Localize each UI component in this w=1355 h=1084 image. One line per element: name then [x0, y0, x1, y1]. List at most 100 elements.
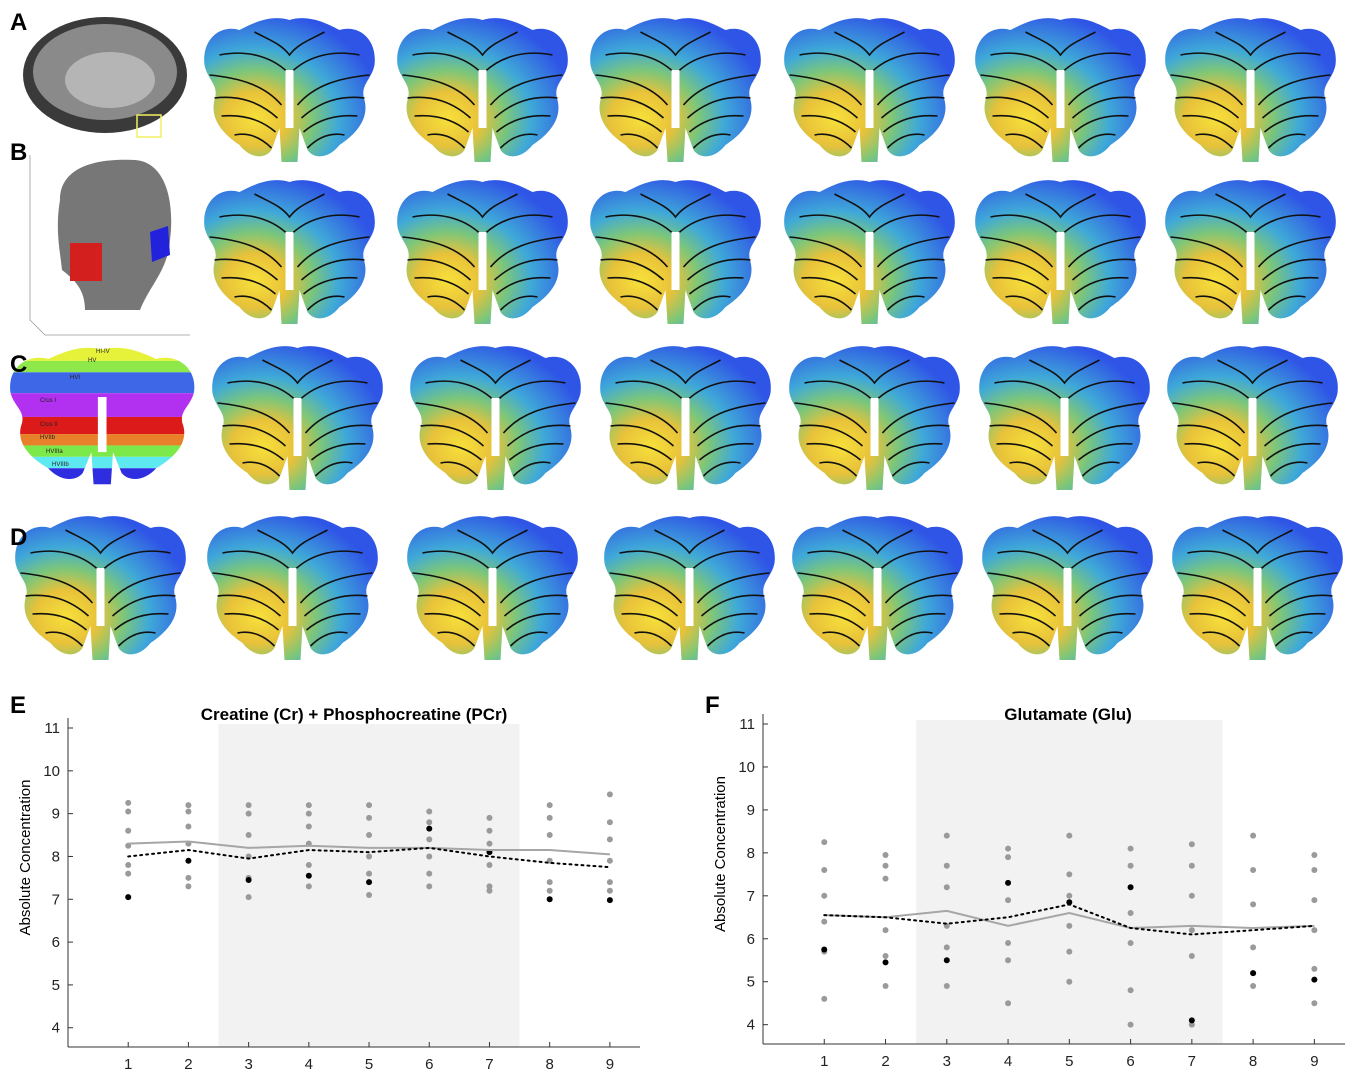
data-point [366, 879, 372, 885]
data-point [821, 867, 827, 873]
x-tick-label: 8 [546, 1056, 554, 1073]
head-model [30, 155, 190, 335]
data-point [1005, 854, 1011, 860]
data-point [486, 888, 492, 894]
data-point [1005, 1000, 1011, 1006]
y-tick-label: 6 [52, 934, 60, 951]
x-tick-label: 4 [305, 1056, 313, 1073]
region-label: Crus I [40, 398, 56, 404]
x-tick-label: 1 [820, 1053, 828, 1070]
x-tick-label: 1 [124, 1056, 132, 1073]
data-point [1311, 1000, 1317, 1006]
data-point [1128, 1022, 1134, 1028]
data-point [821, 839, 827, 845]
data-point [1066, 833, 1072, 839]
data-point [1005, 846, 1011, 852]
data-point [1189, 1017, 1195, 1023]
flatmap [410, 346, 581, 490]
data-point [944, 983, 950, 989]
data-point [1311, 966, 1317, 972]
data-point [426, 883, 432, 889]
data-point [125, 894, 131, 900]
data-point [1189, 841, 1195, 847]
data-point [607, 819, 613, 825]
data-point [1066, 949, 1072, 955]
flatmap [1172, 516, 1343, 660]
data-point [1311, 927, 1317, 933]
region-label: HVIIb [40, 435, 56, 441]
x-tick-label: 2 [881, 1053, 889, 1070]
region-label: Crus II [40, 422, 58, 428]
data-point [1128, 940, 1134, 946]
x-tick-label: 5 [1065, 1053, 1073, 1070]
data-point [1250, 867, 1256, 873]
data-point [486, 815, 492, 821]
panel-label: B [10, 139, 27, 166]
data-point [486, 841, 492, 847]
region-label: HVIIIb [52, 462, 69, 468]
data-point [607, 879, 613, 885]
data-point [821, 893, 827, 899]
y-tick-label: 7 [747, 888, 755, 905]
flatmap [590, 18, 761, 162]
flatmap [979, 346, 1150, 490]
y-tick-label: 11 [44, 720, 60, 737]
data-point [1189, 953, 1195, 959]
data-point [547, 896, 553, 902]
flatmap [600, 346, 771, 490]
flatmap [397, 18, 568, 162]
y-tick-label: 9 [747, 802, 755, 819]
data-point [306, 862, 312, 868]
shaded-region [916, 720, 1222, 1044]
data-point [607, 858, 613, 864]
data-point [185, 808, 191, 814]
data-point [547, 888, 553, 894]
data-point [1250, 901, 1256, 907]
x-tick-label: 2 [184, 1056, 192, 1073]
data-point [486, 862, 492, 868]
panel-label: E [10, 692, 26, 719]
data-point [306, 802, 312, 808]
panel-label: F [705, 692, 720, 719]
data-point [1250, 833, 1256, 839]
data-point [1189, 893, 1195, 899]
data-point [426, 826, 432, 832]
flatmap [204, 18, 375, 162]
flatmap [1167, 346, 1338, 490]
data-point [1005, 880, 1011, 886]
x-tick-label: 4 [1004, 1053, 1012, 1070]
data-point [125, 871, 131, 877]
data-point [883, 876, 889, 882]
flatmap [604, 516, 775, 660]
atlas-map [5, 340, 199, 487]
x-tick-label: 7 [1188, 1053, 1196, 1070]
data-point [883, 863, 889, 869]
data-point [426, 808, 432, 814]
data-point [246, 877, 252, 883]
shaded-region [219, 724, 520, 1047]
x-tick-label: 6 [425, 1056, 433, 1073]
data-point [1250, 983, 1256, 989]
data-point [1066, 871, 1072, 877]
data-point [306, 883, 312, 889]
data-point [185, 823, 191, 829]
flatmap [784, 18, 955, 162]
data-point [246, 802, 252, 808]
flatmap [204, 180, 375, 324]
data-point [426, 853, 432, 859]
data-point [1066, 923, 1072, 929]
data-point [547, 815, 553, 821]
flatmaps [15, 18, 1343, 660]
data-point [547, 832, 553, 838]
flatmap [397, 180, 568, 324]
data-point [1311, 977, 1317, 983]
data-point [246, 811, 252, 817]
data-point [821, 996, 827, 1002]
data-point [426, 819, 432, 825]
y-axis-label: Absolute Concentration [712, 776, 729, 932]
mri-image [23, 17, 187, 137]
region-label: HI-IV [96, 349, 110, 355]
data-point [366, 815, 372, 821]
y-tick-label: 7 [52, 891, 60, 908]
